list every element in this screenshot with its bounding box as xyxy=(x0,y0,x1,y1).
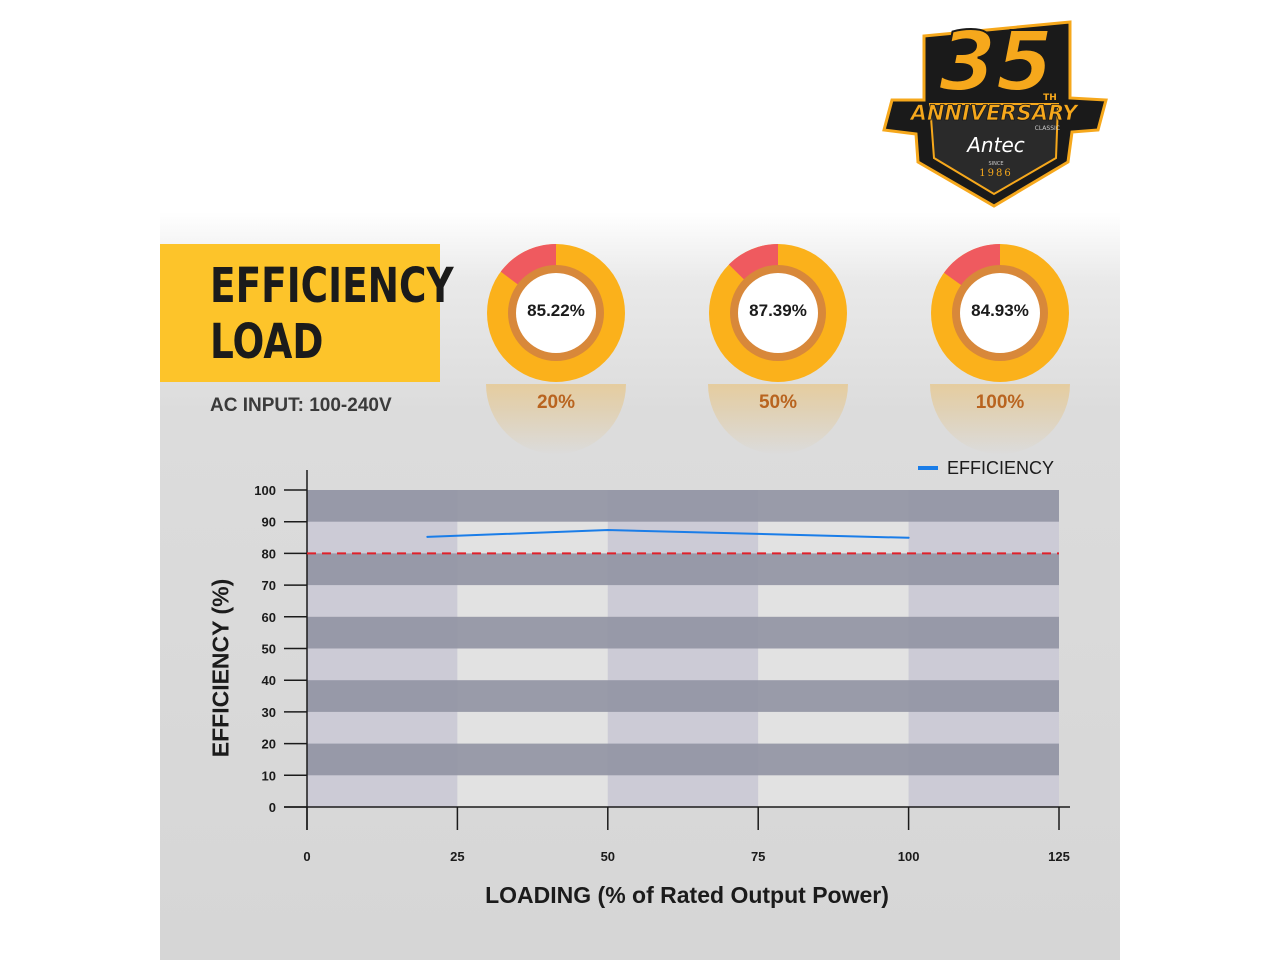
x-tick-label: 125 xyxy=(1048,849,1070,864)
donut-efficiency-value: 84.93% xyxy=(971,301,1029,320)
donut-graphic xyxy=(487,244,625,382)
efficiency-data-point xyxy=(907,536,910,539)
y-tick-label: 20 xyxy=(262,737,276,752)
badge-superscript: TH xyxy=(1043,93,1057,103)
donut-load-label: 50% xyxy=(758,392,798,413)
donut-efficiency-value: 85.22% xyxy=(527,301,585,320)
chart-row-stripe xyxy=(307,743,1059,776)
chart-row-stripe xyxy=(307,680,1059,712)
x-tick-label: 25 xyxy=(450,849,464,864)
donut-hole xyxy=(738,273,818,353)
title-load: LOAD xyxy=(210,314,324,370)
efficiency-donut-50: 87.39% xyxy=(708,243,848,383)
badge-number: 35 xyxy=(939,15,1053,110)
donut-graphic xyxy=(931,244,1069,382)
x-tick-label: 100 xyxy=(898,849,920,864)
donut-hole xyxy=(516,273,596,353)
y-tick-label: 60 xyxy=(262,610,276,625)
badge-word: ANNIVERSARY xyxy=(909,101,1080,125)
efficiency-donut-100: 84.93% xyxy=(930,243,1070,383)
efficiency-data-point xyxy=(426,535,429,538)
y-tick-label: 100 xyxy=(254,483,276,498)
donut-load-label: 20% xyxy=(536,392,576,413)
x-tick-label: 50 xyxy=(601,849,615,864)
y-axis-label: EFFICIENCY (%) xyxy=(207,578,234,758)
badge-edition: CLASSIC xyxy=(1035,125,1060,132)
chart-row-stripe xyxy=(307,490,1059,522)
y-tick-label: 10 xyxy=(262,768,276,783)
donut-efficiency-value: 87.39% xyxy=(749,301,807,320)
donut-load-label: 100% xyxy=(975,392,1025,413)
chart-row-stripe xyxy=(307,553,1059,586)
y-tick-label: 80 xyxy=(262,546,276,561)
y-tick-label: 90 xyxy=(262,515,276,530)
badge-year: 1986 xyxy=(979,168,1012,179)
efficiency-data-point xyxy=(606,528,609,531)
badge-name: Antec xyxy=(965,133,1025,157)
badge-since: SINCE xyxy=(988,161,1003,167)
chart-row-stripe xyxy=(307,616,1059,649)
y-tick-label: 40 xyxy=(262,673,276,688)
anniversary-badge-logo: 35 TH ANNIVERSARY CLASSIC Antec SINCE 19… xyxy=(882,14,1108,208)
x-tick-label: 75 xyxy=(751,849,765,864)
legend-swatch xyxy=(918,466,938,470)
title-efficiency: EFFICIENCY xyxy=(210,258,454,314)
y-tick-label: 0 xyxy=(269,800,276,815)
donut-graphic xyxy=(709,244,847,382)
y-tick-label: 50 xyxy=(262,642,276,657)
ac-input-label: AC INPUT: 100-240V xyxy=(210,395,392,416)
x-tick-label: 0 xyxy=(303,849,310,864)
efficiency-donut-20: 85.22% xyxy=(486,243,626,383)
title-box: EFFICIENCY LOAD xyxy=(160,244,454,382)
x-axis-label: LOADING (% of Rated Output Power) xyxy=(485,882,889,908)
donut-hole xyxy=(960,273,1040,353)
legend-label: EFFICIENCY xyxy=(947,458,1055,478)
y-tick-label: 30 xyxy=(262,705,276,720)
y-tick-label: 70 xyxy=(262,578,276,593)
